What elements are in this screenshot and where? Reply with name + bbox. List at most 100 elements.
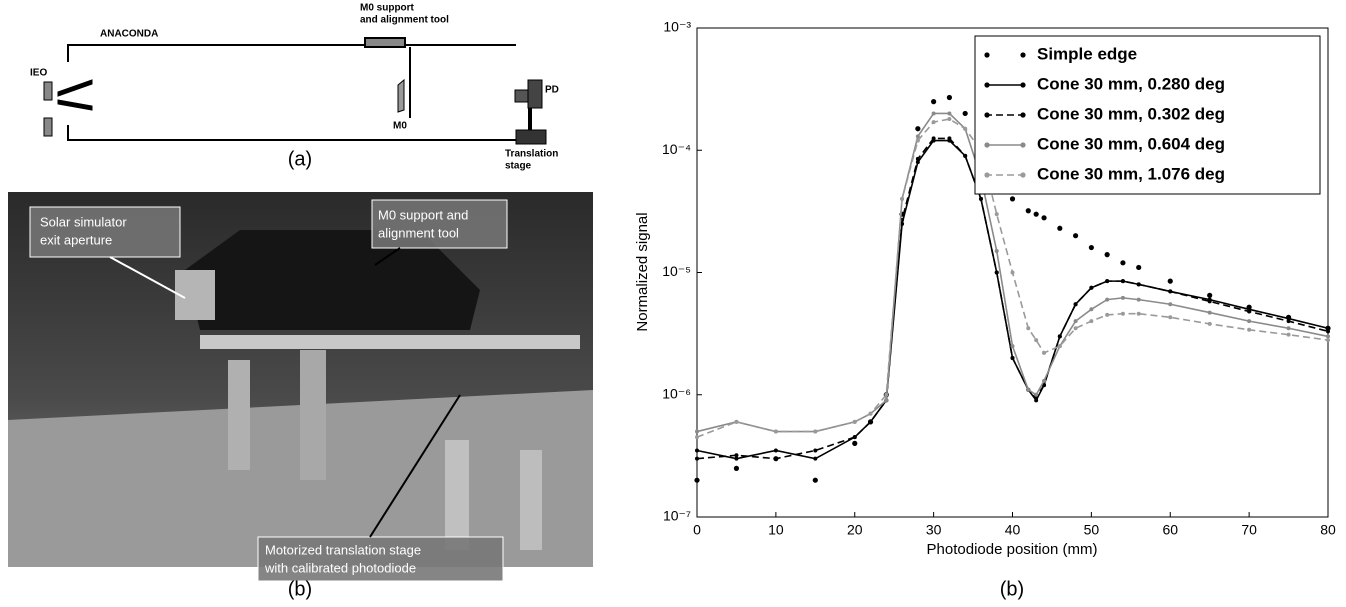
stage bbox=[515, 129, 547, 145]
data-point bbox=[1010, 270, 1015, 275]
m0-mirror bbox=[397, 78, 405, 113]
post bbox=[520, 450, 542, 550]
y-tick-label: 10⁻⁵ bbox=[662, 263, 691, 279]
data-point bbox=[931, 99, 937, 105]
label: stage bbox=[505, 161, 532, 172]
data-point bbox=[1120, 311, 1125, 316]
callout-text: Solar simulator bbox=[40, 214, 127, 229]
data-point bbox=[1207, 321, 1212, 326]
data-point bbox=[1168, 289, 1173, 294]
data-point bbox=[1104, 252, 1110, 258]
x-tick-label: 10 bbox=[768, 522, 784, 538]
data-point bbox=[1286, 319, 1291, 324]
data-point bbox=[915, 156, 920, 161]
legend-label: Simple edge bbox=[1037, 44, 1137, 63]
data-point bbox=[1089, 285, 1094, 290]
data-point bbox=[1034, 398, 1039, 403]
data-point bbox=[915, 134, 920, 139]
callout-box bbox=[29, 206, 181, 258]
data-point bbox=[994, 212, 999, 217]
data-point bbox=[868, 419, 873, 424]
data-point bbox=[1073, 302, 1078, 307]
chart: 0 10 20 30 40 50 60 70 80 10⁻⁷ 10⁻⁶ 10⁻⁵ 10⁻⁴ 10⁻³ Sim… bbox=[662, 19, 1336, 538]
legend-label: Cone 30 mm, 1.076 deg bbox=[1037, 164, 1225, 183]
diagram bbox=[43, 37, 547, 145]
data-point bbox=[868, 411, 873, 416]
legend-marker bbox=[1020, 82, 1026, 88]
data-point bbox=[1247, 319, 1252, 324]
data-point bbox=[1042, 378, 1047, 383]
arrow bbox=[369, 394, 461, 538]
data-point bbox=[947, 136, 952, 141]
legend-marker bbox=[1020, 172, 1026, 178]
instrument bbox=[185, 230, 480, 330]
data-point bbox=[1057, 225, 1063, 231]
data-point bbox=[1089, 307, 1094, 312]
data-point bbox=[734, 453, 739, 458]
legend-marker bbox=[1020, 52, 1026, 58]
label: and alignment tool bbox=[360, 15, 449, 26]
data-point bbox=[884, 392, 889, 397]
data-point bbox=[915, 126, 921, 132]
data-point bbox=[1326, 334, 1330, 339]
data-point bbox=[1168, 315, 1173, 320]
data-point bbox=[1247, 309, 1252, 314]
data-point bbox=[1034, 392, 1039, 397]
data-point bbox=[1041, 215, 1047, 221]
label: ANACONDA bbox=[100, 29, 158, 40]
x-tick-label: 80 bbox=[1320, 522, 1336, 538]
x-tick-label: 20 bbox=[847, 522, 863, 538]
data-point bbox=[1207, 299, 1212, 304]
legend-label: Cone 30 mm, 0.280 deg bbox=[1037, 74, 1225, 93]
x-tick-label: 50 bbox=[1084, 522, 1100, 538]
data-point bbox=[695, 448, 699, 453]
data-point bbox=[773, 429, 778, 434]
callout-box bbox=[257, 536, 504, 582]
data-point bbox=[947, 117, 952, 122]
legend-marker bbox=[984, 142, 990, 148]
legend-marker bbox=[984, 172, 990, 178]
data-point bbox=[773, 456, 778, 461]
data-point bbox=[1088, 244, 1094, 251]
data-point bbox=[733, 465, 740, 471]
data-point bbox=[1026, 387, 1031, 392]
x-tick-label: 70 bbox=[1241, 522, 1257, 538]
data-point bbox=[852, 419, 857, 424]
data-point bbox=[1326, 338, 1330, 343]
support-block bbox=[364, 37, 406, 48]
rail bbox=[200, 335, 580, 349]
data-point bbox=[852, 435, 857, 440]
callout-text: alignment tool bbox=[378, 225, 459, 240]
callout-text: Motorized translation stage bbox=[265, 542, 421, 557]
post bbox=[300, 350, 326, 480]
data-point bbox=[812, 477, 818, 483]
caption: (b) bbox=[288, 578, 312, 600]
data-point bbox=[1026, 326, 1031, 331]
data-point bbox=[1168, 302, 1173, 307]
data-point bbox=[1120, 260, 1126, 266]
legend-marker bbox=[1020, 142, 1026, 148]
data-point bbox=[1286, 326, 1291, 331]
data-point bbox=[947, 111, 952, 116]
data-point bbox=[946, 94, 953, 101]
post bbox=[445, 440, 469, 550]
data-point bbox=[994, 270, 999, 275]
legend-marker bbox=[984, 52, 990, 58]
callout-text: exit aperture bbox=[40, 232, 112, 247]
data-point bbox=[695, 456, 699, 461]
data-point bbox=[1073, 319, 1078, 324]
data-point bbox=[931, 111, 936, 116]
legend-label: Cone 30 mm, 0.302 deg bbox=[1037, 104, 1225, 123]
caption: (a) bbox=[288, 148, 312, 170]
data-point bbox=[1247, 327, 1252, 332]
data-point bbox=[1105, 312, 1110, 317]
data-point bbox=[900, 196, 905, 201]
x-axis-label: Photodiode position (mm) bbox=[927, 541, 1098, 558]
data-point bbox=[963, 153, 968, 158]
baffle bbox=[57, 79, 93, 97]
data-point bbox=[1089, 319, 1094, 324]
data-point bbox=[852, 440, 858, 446]
data-point bbox=[931, 136, 936, 141]
